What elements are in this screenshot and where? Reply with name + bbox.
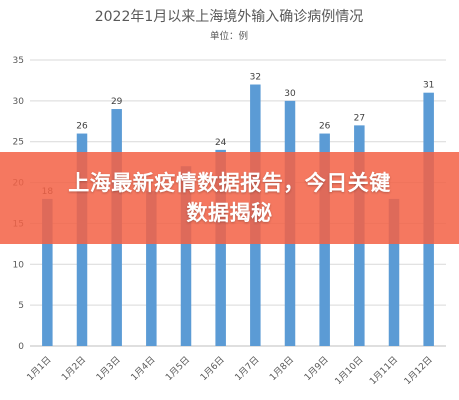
- data-label: 31: [423, 81, 434, 91]
- x-tick-label: 1月7日: [233, 354, 262, 383]
- x-tick-label: 1月9日: [302, 354, 331, 383]
- gridlines: [30, 59, 446, 347]
- data-label: 26: [76, 122, 88, 132]
- data-label: 32: [250, 73, 261, 83]
- y-tick-label: 25: [13, 138, 24, 148]
- x-tick-label: 1月1日: [25, 354, 54, 383]
- data-label: 29: [111, 97, 123, 107]
- x-axis-ticks: 1月1日 1月2日 1月3日 1月4日 1月5日 1月6日 1月7日 1月8日 1月9日 1月10…: [25, 354, 435, 387]
- x-tick-label: 1月11日: [367, 354, 400, 387]
- x-tick-label: 1月12日: [402, 354, 435, 387]
- bar: [146, 190, 157, 346]
- x-tick-label: 1月5日: [164, 354, 193, 383]
- headline-text: 上海最新疫情数据报告，今日关键数据揭秘: [68, 171, 391, 225]
- y-tick-label: 10: [13, 260, 25, 270]
- x-tick-label: 1月6日: [198, 354, 227, 383]
- x-tick-label: 1月3日: [94, 354, 123, 383]
- x-tick-label: 1月4日: [129, 354, 158, 383]
- x-tick-label: 1月8日: [268, 354, 297, 383]
- bar: [388, 198, 400, 346]
- y-tick-label: 35: [13, 56, 24, 66]
- x-tick-label: 1月2日: [60, 354, 89, 383]
- y-tick-label: 30: [13, 97, 25, 107]
- bar: [215, 149, 226, 346]
- chart-title: 2022年1月以来上海境外输入确诊病例情况: [95, 9, 364, 25]
- data-label: 30: [284, 89, 296, 99]
- bar: [42, 198, 53, 346]
- data-label: 24: [215, 138, 227, 148]
- data-label: 26: [319, 122, 331, 132]
- bar: [180, 166, 192, 346]
- headline-banner: 上海最新疫情数据报告，今日关键数据揭秘: [0, 152, 459, 244]
- data-label: 27: [354, 113, 365, 123]
- chart-subtitle: 单位：例: [210, 30, 248, 42]
- y-tick-label: 5: [18, 301, 24, 311]
- y-tick-label: 0: [18, 342, 24, 352]
- x-tick-label: 1月10日: [333, 354, 366, 387]
